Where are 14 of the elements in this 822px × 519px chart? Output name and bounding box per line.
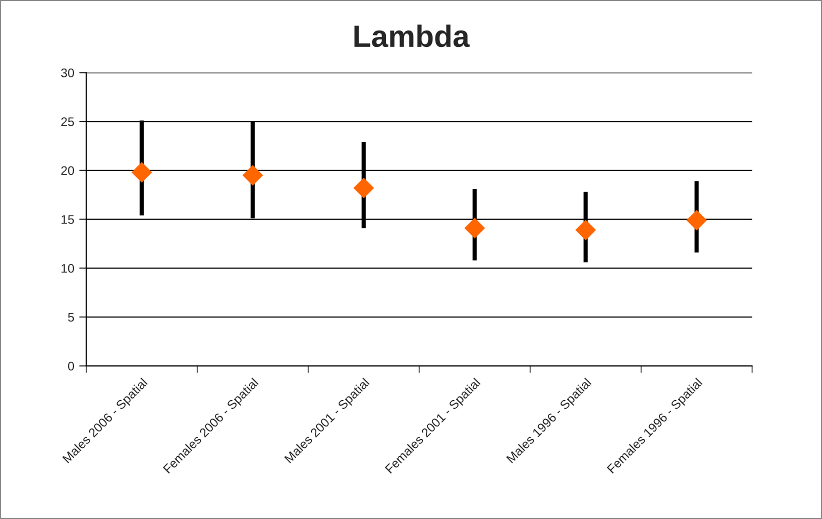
y-tick-label: 30: [61, 68, 74, 78]
chart-title: Lambda: [354, 24, 470, 48]
point: [242, 164, 264, 186]
point: [353, 178, 374, 198]
y-tick-label: 0: [68, 362, 74, 371]
y-tick-label: 5: [68, 312, 74, 322]
point: [575, 220, 596, 240]
point: [464, 218, 486, 238]
y-tick-label: 10: [62, 264, 74, 273]
y-tick-label: 15: [62, 215, 74, 224]
y-tick-label: 20: [61, 166, 74, 176]
point: [686, 210, 707, 231]
point: [131, 162, 152, 183]
y-tick-label: 25: [61, 117, 74, 126]
